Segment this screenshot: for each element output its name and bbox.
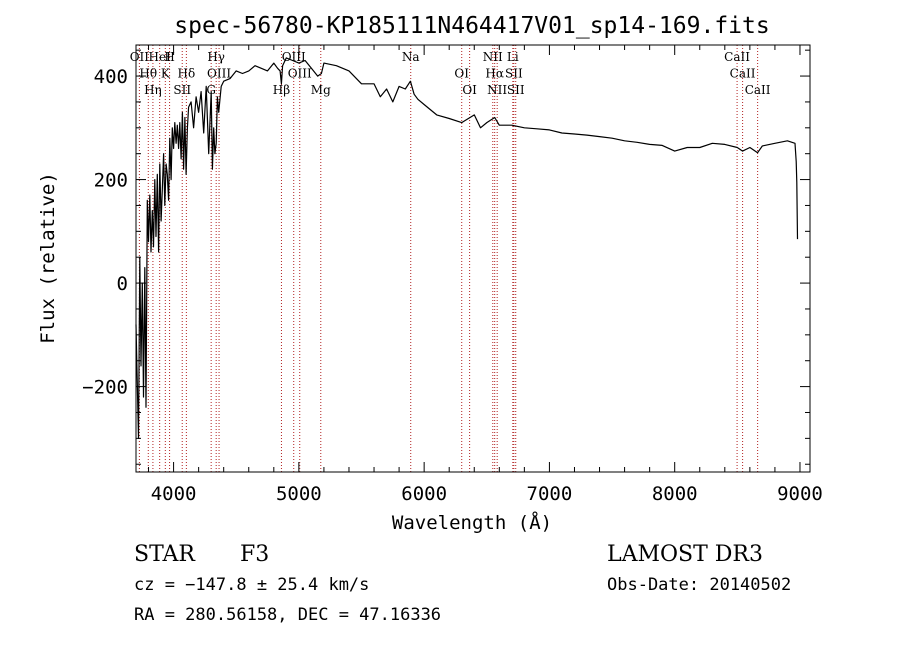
- line-marker-label: Hγ: [207, 50, 225, 64]
- chart-title: spec-56780-KP185111N464417V01_sp14-169.f…: [174, 13, 769, 39]
- line-marker-label: Hθ: [139, 67, 157, 81]
- line-marker-label: SII: [505, 67, 523, 81]
- object-class: STAR: [134, 542, 196, 567]
- line-marker-label: H: [164, 50, 174, 64]
- coordinates-text: RA = 280.56158, DEC = 47.16336: [134, 605, 441, 625]
- line-marker-label: SII: [507, 83, 525, 97]
- line-marker-label: Hβ: [273, 83, 290, 97]
- object-subclass: F3: [240, 542, 269, 567]
- line-marker-label: OI: [462, 83, 477, 97]
- line-markers: [138, 45, 759, 472]
- line-marker-label: OI: [454, 67, 469, 81]
- x-tick-label: 6000: [401, 483, 447, 505]
- x-tick-label: 7000: [527, 483, 573, 505]
- x-tick-label: 4000: [151, 483, 197, 505]
- y-axis-label: Flux (relative): [37, 172, 59, 344]
- line-marker-label: CaII: [745, 83, 771, 97]
- line-marker-label: OIII: [282, 50, 306, 64]
- plot-frame: [135, 44, 811, 473]
- line-marker-label: HeI: [149, 50, 172, 64]
- redshift-text: cz = −147.8 ± 25.4 km/s: [134, 575, 369, 595]
- obs-date-text: Obs-Date: 20140502: [607, 575, 791, 595]
- line-marker-label: K: [161, 67, 171, 81]
- line-marker-labels: OIIHθHηHeIKSIIHHδGHγOIIIHβOIIIOIIIMgNaOI…: [130, 50, 771, 97]
- spectrum-line: [135, 57, 799, 439]
- x-tick-label: 9000: [777, 483, 823, 505]
- line-marker-label: Hδ: [178, 67, 196, 81]
- survey-label: LAMOST DR3: [607, 542, 763, 567]
- x-axis-label: Wavelength (Å): [392, 511, 552, 534]
- line-marker-label: CaII: [730, 67, 756, 81]
- line-marker-label: NII: [487, 83, 507, 97]
- line-marker-label: CaII: [724, 50, 750, 64]
- x-tick-label: 8000: [652, 483, 698, 505]
- axis-ticks: 4000 5000 6000 7000 8000 9000 −200 0 200 400: [82, 45, 823, 505]
- line-marker-label: SII: [173, 83, 191, 97]
- line-marker-label: NII: [483, 50, 503, 64]
- y-tick-label: 400: [94, 66, 128, 88]
- line-marker-label: G: [206, 83, 216, 97]
- y-tick-label: −200: [82, 377, 128, 399]
- y-tick-label: 0: [117, 273, 128, 295]
- line-marker-label: OIII: [207, 67, 231, 81]
- line-marker-label: Mg: [311, 83, 331, 97]
- line-marker-label: Na: [402, 50, 420, 64]
- x-tick-label: 5000: [276, 483, 322, 505]
- line-marker-label: OII: [130, 50, 150, 64]
- y-tick-label: 200: [94, 170, 128, 192]
- line-marker-label: Hη: [144, 83, 162, 97]
- line-marker-label: OIII: [288, 67, 312, 81]
- series-layer: [135, 57, 799, 439]
- line-marker-label: Li: [507, 50, 519, 64]
- line-marker-label: Hα: [485, 67, 504, 81]
